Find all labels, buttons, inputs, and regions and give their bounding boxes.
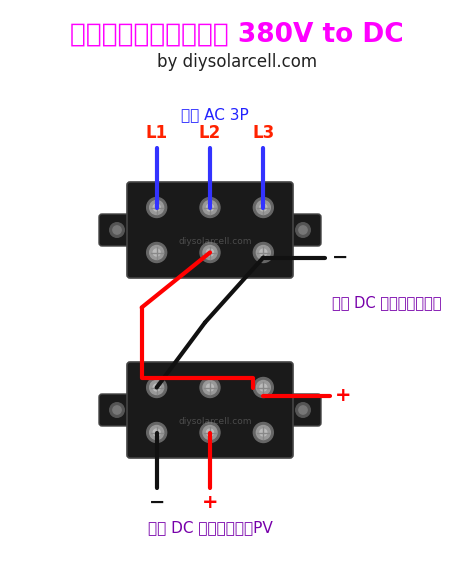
FancyBboxPatch shape xyxy=(285,394,321,426)
Circle shape xyxy=(207,204,213,211)
Circle shape xyxy=(207,249,213,256)
FancyBboxPatch shape xyxy=(99,214,135,246)
Circle shape xyxy=(113,406,121,414)
Circle shape xyxy=(253,423,273,442)
Circle shape xyxy=(260,204,267,211)
Circle shape xyxy=(260,384,267,391)
FancyBboxPatch shape xyxy=(99,394,135,426)
Circle shape xyxy=(153,204,160,211)
Circle shape xyxy=(150,200,164,214)
Circle shape xyxy=(200,377,220,397)
Circle shape xyxy=(203,200,217,214)
FancyBboxPatch shape xyxy=(127,182,293,278)
Text: diysolarcell.com: diysolarcell.com xyxy=(178,417,252,427)
Circle shape xyxy=(253,197,273,217)
Circle shape xyxy=(150,380,164,394)
FancyBboxPatch shape xyxy=(127,362,293,458)
Circle shape xyxy=(296,223,310,237)
Circle shape xyxy=(200,423,220,442)
Circle shape xyxy=(150,425,164,440)
Circle shape xyxy=(253,243,273,263)
Circle shape xyxy=(260,249,267,256)
Text: วงจรกริดกู 380V to DC: วงจรกริดกู 380V to DC xyxy=(70,22,404,48)
Circle shape xyxy=(256,246,270,260)
Text: ไฟ DC นำไปใช้: ไฟ DC นำไปใช้ xyxy=(332,295,441,310)
Circle shape xyxy=(113,226,121,234)
Circle shape xyxy=(146,243,167,263)
Circle shape xyxy=(200,243,220,263)
Text: +: + xyxy=(335,386,352,405)
Circle shape xyxy=(153,429,160,436)
Circle shape xyxy=(200,197,220,217)
Circle shape xyxy=(146,377,167,397)
Circle shape xyxy=(256,380,270,394)
Circle shape xyxy=(253,377,273,397)
Text: L1: L1 xyxy=(146,124,168,142)
Circle shape xyxy=(260,429,267,436)
Text: by diysolarcell.com: by diysolarcell.com xyxy=(157,53,317,71)
Circle shape xyxy=(150,246,164,260)
Text: −: − xyxy=(332,248,348,267)
Circle shape xyxy=(296,403,310,417)
Circle shape xyxy=(203,246,217,260)
Circle shape xyxy=(299,406,307,414)
Text: −: − xyxy=(148,493,165,512)
Circle shape xyxy=(109,403,124,417)
Circle shape xyxy=(153,384,160,391)
Circle shape xyxy=(207,429,213,436)
Circle shape xyxy=(146,197,167,217)
Circle shape xyxy=(109,223,124,237)
Text: ไฟ DC จากแผงPV: ไฟ DC จากแผงPV xyxy=(147,520,273,535)
Circle shape xyxy=(146,423,167,442)
FancyBboxPatch shape xyxy=(285,214,321,246)
Text: +: + xyxy=(202,493,218,512)
Text: ไฟ AC 3P: ไฟ AC 3P xyxy=(181,107,249,122)
Circle shape xyxy=(203,425,217,440)
Circle shape xyxy=(203,380,217,394)
Text: L2: L2 xyxy=(199,124,221,142)
Circle shape xyxy=(299,226,307,234)
Text: L3: L3 xyxy=(252,124,274,142)
Circle shape xyxy=(256,425,270,440)
Text: diysolarcell.com: diysolarcell.com xyxy=(178,237,252,247)
Circle shape xyxy=(207,384,213,391)
Circle shape xyxy=(256,200,270,214)
Circle shape xyxy=(153,249,160,256)
